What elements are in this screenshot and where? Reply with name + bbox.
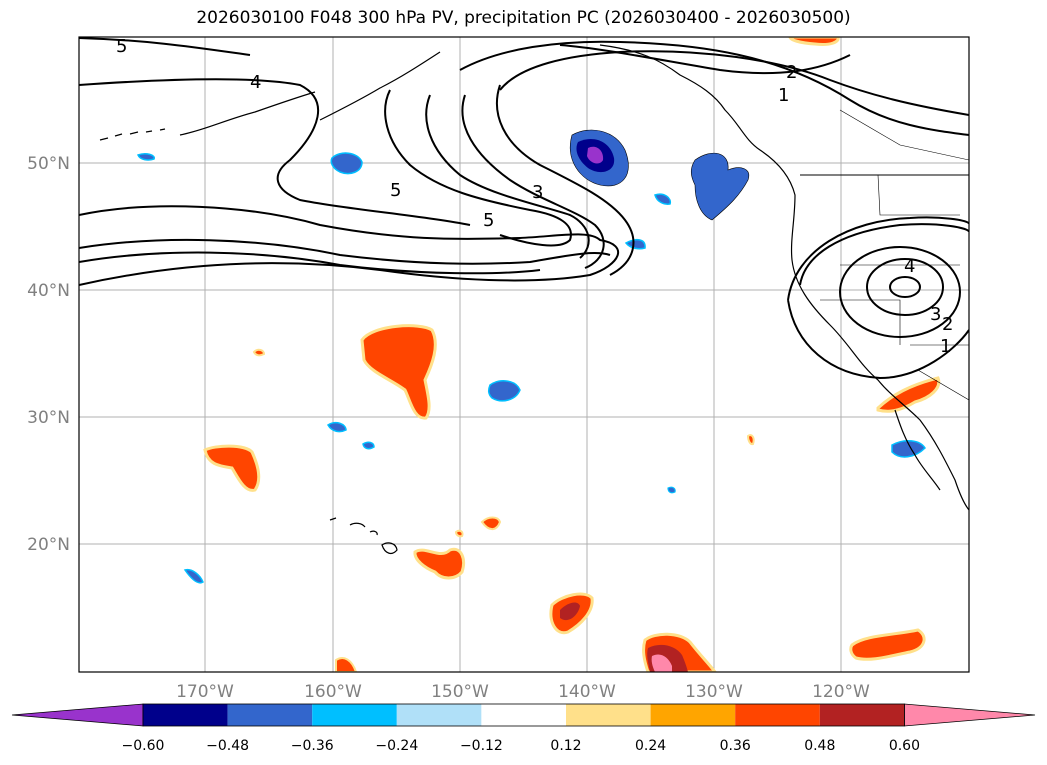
- precip-positive-peak: [651, 654, 672, 672]
- pv-contours: [79, 37, 969, 380]
- contour-label: 2: [942, 314, 953, 335]
- lon-label: 130°W: [685, 682, 743, 702]
- colorbar-ticks: −0.60 −0.48 −0.36 −0.24 −0.12 0.12 0.24 …: [122, 738, 920, 754]
- precip-positive-area: [746, 434, 755, 446]
- contour-label: 1: [778, 85, 789, 106]
- colorbar-tick: −0.48: [206, 738, 249, 754]
- colorbar-tick: 0.48: [804, 738, 835, 754]
- lon-label: 150°W: [431, 682, 489, 702]
- colorbar-frame: [142, 703, 905, 727]
- colorbar-extend-high: [904, 703, 1036, 727]
- colorbar-extend-low: [11, 703, 144, 727]
- precip-positive-area: [252, 348, 266, 357]
- precip-positive-core: [560, 602, 580, 621]
- precip-negative-peak: [587, 146, 604, 164]
- colorbar-tick: 0.12: [550, 738, 581, 754]
- lon-label: 120°W: [812, 682, 870, 702]
- contour-label: 5: [483, 210, 494, 231]
- map-background: [79, 37, 969, 672]
- contour-label: 3: [532, 182, 543, 203]
- lat-label: 50°N: [27, 154, 70, 174]
- colorbar-segment: [396, 704, 482, 726]
- precip-negative-area: [362, 441, 375, 450]
- lon-label: 160°W: [304, 682, 362, 702]
- colorbar-segment: [735, 704, 820, 726]
- colorbar-segment: [481, 704, 566, 726]
- contour-label: 1: [940, 336, 951, 357]
- precip-negative-area: [654, 193, 672, 205]
- precip-negative-area: [667, 486, 676, 494]
- precip-positive-area: [203, 444, 261, 492]
- colorbar-segment: [566, 704, 651, 726]
- contour-labels: 5 4 3 5 2 1 4 3 2 1 5: [116, 36, 953, 357]
- colorbar-tick: −0.12: [460, 738, 503, 754]
- contour-label: 4: [250, 72, 261, 93]
- precip-negative-area: [137, 153, 155, 161]
- precip-positive-area: [360, 324, 437, 420]
- precip-negative-area: [183, 568, 204, 584]
- precip-fields: [137, 37, 941, 672]
- precip-negative-area: [891, 440, 926, 458]
- figure-title: 2026030100 F048 300 hPa PV, precipitatio…: [196, 8, 851, 28]
- colorbar-segment: [143, 704, 228, 726]
- contour-label: 2: [786, 62, 797, 83]
- contour-label: 3: [930, 304, 941, 325]
- lat-label: 40°N: [27, 281, 70, 301]
- precip-positive-area: [335, 657, 358, 672]
- precip-negative-area: [487, 380, 521, 402]
- colorbar-tick: 0.36: [720, 738, 751, 754]
- contour-label: 5: [116, 36, 127, 57]
- colorbar-segment: [312, 704, 397, 726]
- colorbar-tick: 0.60: [889, 738, 920, 754]
- lon-label: 170°W: [176, 682, 234, 702]
- colorbar: [11, 703, 1036, 727]
- contour-label: 5: [390, 180, 401, 201]
- lon-labels: 170°W 160°W 150°W 140°W 130°W 120°W: [176, 682, 870, 702]
- colorbar-segment: [227, 704, 313, 726]
- map-frame: [78, 36, 970, 673]
- colorbar-tick: −0.60: [122, 738, 165, 754]
- precip-positive-area: [413, 547, 465, 580]
- colorbar-tick: 0.24: [635, 738, 666, 754]
- precip-positive-area: [480, 516, 502, 531]
- map-content: [79, 37, 969, 672]
- precip-negative-area: [326, 422, 347, 433]
- lon-label: 140°W: [558, 682, 616, 702]
- precip-positive-area: [454, 529, 464, 538]
- contour-label: 4: [904, 256, 915, 277]
- precip-positive-area: [849, 628, 926, 661]
- colorbar-segment: [819, 704, 905, 726]
- coastlines: [99, 44, 969, 555]
- lat-label: 20°N: [27, 535, 70, 555]
- colorbar-tick: −0.24: [375, 738, 418, 754]
- colorbar-tick: −0.36: [291, 738, 334, 754]
- precip-positive-area: [788, 37, 840, 46]
- precip-negative-area: [690, 152, 750, 221]
- precip-negative-area: [330, 152, 363, 175]
- lat-label: 30°N: [27, 408, 70, 428]
- colorbar-segment: [650, 704, 736, 726]
- lat-labels: 50°N 40°N 30°N 20°N: [27, 154, 70, 555]
